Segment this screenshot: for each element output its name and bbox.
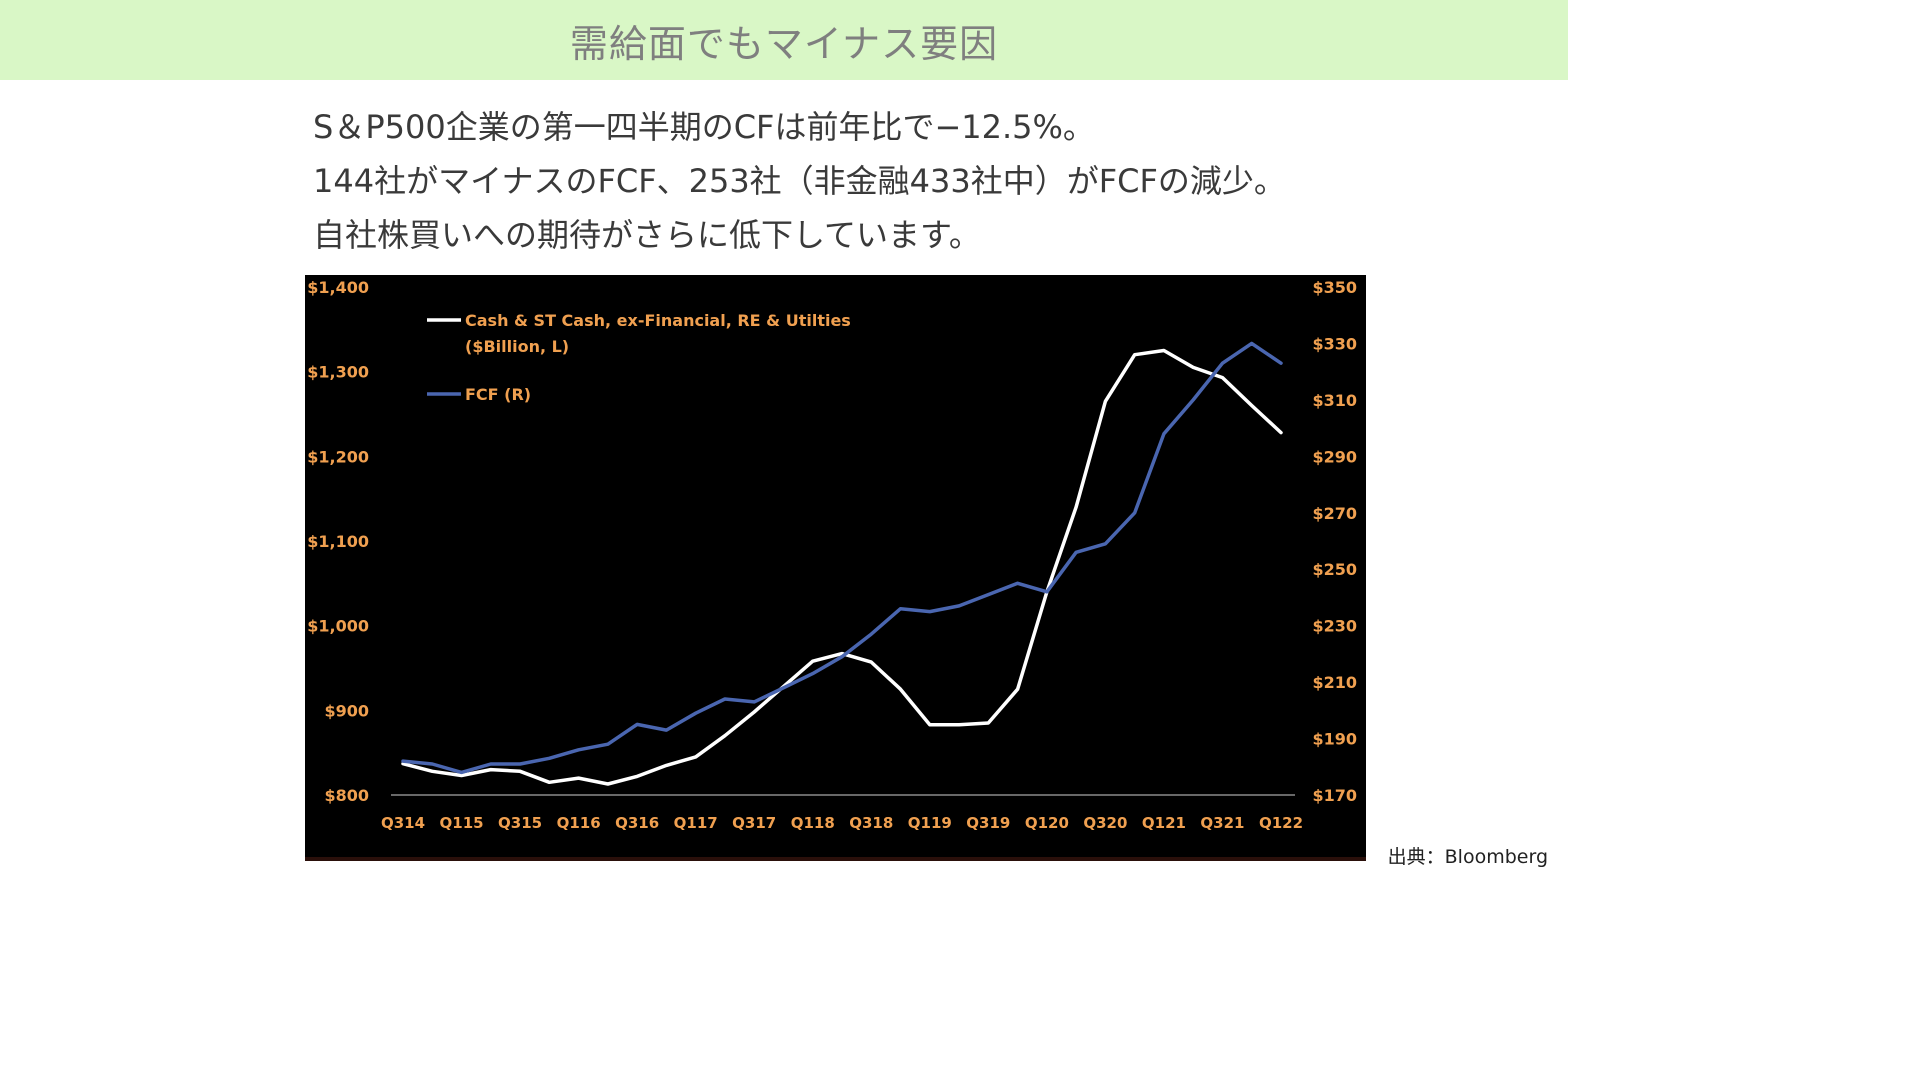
series-line-fcf [401, 341, 1283, 775]
summary-text: S＆P500企業の第一四半期のCFは前年比で−12.5%。 144社がマイナスの… [313, 100, 1493, 262]
y-left-tick-label: $800 [324, 786, 369, 805]
x-tick-label: Q318 [849, 814, 893, 832]
line-chart: $800 $900 $1,000 $1,100 $1,200 $1,300 $1,400 $1… [307, 278, 1357, 832]
y-right-tick-label: $350 [1312, 278, 1357, 297]
y-right-tick-label: $170 [1312, 786, 1357, 805]
y-right-tick-label: $310 [1312, 391, 1357, 410]
summary-line-2: 144社がマイナスのFCF、253社（非金融433社中）がFCFの減少。 [313, 162, 1286, 200]
x-tick-label: Q321 [1200, 814, 1244, 832]
x-tick-label: Q116 [557, 814, 601, 832]
y-right-tick-label: $290 [1312, 447, 1357, 466]
x-tick-label: Q120 [1025, 814, 1069, 832]
y-left-tick-label: $1,400 [307, 278, 369, 297]
y-right-tick-label: $330 [1312, 334, 1357, 353]
series-line-cash [401, 348, 1283, 786]
x-tick-label: Q119 [908, 814, 952, 832]
x-tick-label: Q121 [1142, 814, 1186, 832]
x-tick-label: Q115 [440, 814, 484, 832]
chart-panel: $800 $900 $1,000 $1,100 $1,200 $1,300 $1,400 $1… [305, 275, 1366, 861]
x-tick-label: Q319 [966, 814, 1010, 832]
x-tick-label: Q314 [381, 814, 425, 832]
x-tick-label: Q118 [791, 814, 835, 832]
title-bar: 需給面でもマイナス要因 [0, 0, 1568, 80]
y-left-tick-label: $1,100 [307, 532, 369, 551]
legend-label-cash-unit: ($Billion, L) [465, 337, 569, 356]
y-left-tick-label: $1,300 [307, 363, 369, 382]
y-right-tick-label: $270 [1312, 504, 1357, 523]
x-tick-label: Q117 [674, 814, 718, 832]
x-tick-label: Q316 [615, 814, 659, 832]
y-left-tick-label: $1,200 [307, 447, 369, 466]
y-right-tick-label: $230 [1312, 617, 1357, 636]
summary-line-3: 自社株買いへの期待がさらに低下しています。 [313, 216, 981, 254]
y-left-tick-label: $1,000 [307, 617, 369, 636]
source-credit: 出典：Bloomberg [1387, 846, 1548, 868]
legend-label-fcf: FCF (R) [465, 385, 531, 404]
legend-label-cash: Cash & ST Cash, ex-Financial, RE & Utilt… [465, 311, 851, 330]
page-title: 需給面でもマイナス要因 [569, 21, 999, 66]
x-tick-label: Q317 [732, 814, 776, 832]
y-right-tick-label: $210 [1312, 673, 1357, 692]
y-right-tick-label: $190 [1312, 730, 1357, 749]
summary-line-1: S＆P500企業の第一四半期のCFは前年比で−12.5%。 [313, 108, 1095, 146]
y-right-tick-label: $250 [1312, 560, 1357, 579]
x-tick-label: Q320 [1083, 814, 1127, 832]
y-left-tick-label: $900 [324, 701, 369, 720]
x-tick-label: Q122 [1259, 814, 1303, 832]
x-tick-label: Q315 [498, 814, 542, 832]
